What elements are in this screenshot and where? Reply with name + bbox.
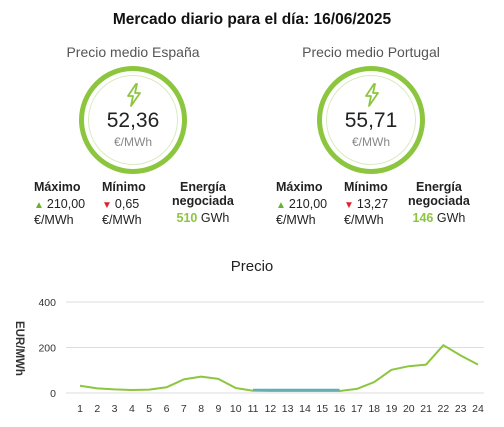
x-tick-label: 8	[198, 403, 204, 415]
portugal-min-value: 13,27	[356, 197, 389, 211]
chart-title: Precio	[230, 258, 274, 275]
x-tick-label: 23	[455, 403, 467, 415]
up-arrow-icon: ▲	[276, 200, 286, 211]
x-tick-label: 20	[403, 403, 415, 415]
x-tick-label: 24	[472, 403, 484, 415]
portugal-energy-stat: Energía negociada 146 GWh	[408, 180, 470, 225]
chart-gridlines	[66, 301, 484, 394]
x-tick-label: 7	[181, 403, 187, 415]
x-tick-label: 10	[230, 403, 242, 415]
portugal-energy-value: 146	[412, 211, 434, 225]
portugal-min-label: Mínimo	[344, 180, 388, 194]
x-tick-label: 17	[351, 403, 363, 415]
portugal-max-stat: Máximo ▲ 210,00 €/MWh	[276, 180, 327, 227]
chart-series	[79, 344, 479, 392]
portugal-panel: Precio medio Portugal 55,71 €/MWh Máximo…	[256, 44, 486, 248]
up-arrow-icon: ▲	[34, 200, 44, 211]
x-tick-label: 13	[282, 403, 294, 415]
spain-min-unit: €/MWh	[102, 213, 142, 227]
page-title: Mercado diario para el día: 16/06/2025	[112, 11, 392, 28]
spain-energy-label-2: negociada	[172, 194, 234, 208]
x-tick-label: 2	[94, 403, 100, 415]
portugal-max-unit: €/MWh	[276, 213, 316, 227]
portugal-energy-unit: GWh	[436, 211, 466, 225]
portugal-max-value: 210,00	[288, 197, 328, 211]
chart-y-axis-label: EUR/MWh	[13, 320, 25, 376]
portugal-energy-label-2: negociada	[408, 194, 470, 208]
chart-y-ticks: 0 200 400	[38, 297, 56, 400]
spain-max-label: Máximo	[34, 180, 81, 194]
y-tick-label: 400	[38, 297, 56, 309]
x-tick-label: 22	[438, 403, 450, 415]
x-tick-label: 1	[77, 403, 83, 415]
portugal-min-stat: Mínimo ▼ 13,27 €/MWh	[344, 180, 388, 227]
spain-panel-title: Precio medio España	[66, 44, 200, 60]
spain-energy-stat: Energía negociada 510 GWh	[172, 180, 234, 225]
x-tick-label: 18	[368, 403, 380, 415]
x-tick-label: 21	[420, 403, 432, 415]
spain-price-gauge: 52,36 €/MWh	[79, 66, 187, 174]
portugal-energy-label: Energía	[415, 180, 462, 194]
spain-panel: Precio medio España 52,36 €/MWh Máximo ▲…	[18, 44, 248, 248]
portugal-max-label: Máximo	[276, 180, 323, 194]
portugal-stats: Máximo ▲ 210,00 €/MWh Mínimo ▼ 13,27 €/MWh…	[256, 178, 486, 248]
portugal-price-unit: €/MWh	[351, 135, 390, 149]
x-tick-label: 9	[216, 403, 222, 415]
portugal-average-price: 55,71	[344, 109, 398, 132]
spain-energy-label: Energía	[179, 180, 226, 194]
spain-average-price: 52,36	[106, 109, 160, 132]
portugal-panel-title: Precio medio Portugal	[302, 44, 440, 60]
series-line-1	[79, 344, 479, 392]
spain-stats: Máximo ▲ 210,00 €/MWh Mínimo ▼ 0,65 €/MWh …	[18, 178, 248, 248]
spain-min-value: 0,65	[114, 197, 140, 211]
spain-max-value: 210,00	[46, 197, 86, 211]
spain-energy-unit: GWh	[200, 211, 230, 225]
chart-x-ticks: 1 2 3 4 5 6 7 8 9 10 11 12 13 14 15 16 17 18 19 20 21 22 23 24	[77, 403, 484, 415]
spain-min-label: Mínimo	[102, 180, 146, 194]
y-tick-label: 0	[50, 388, 56, 400]
spain-max-unit: €/MWh	[34, 213, 74, 227]
spain-min-stat: Mínimo ▼ 0,65 €/MWh	[102, 180, 146, 227]
portugal-gauge-ring	[326, 75, 416, 165]
lightning-bolt-icon	[127, 83, 141, 107]
x-tick-label: 14	[299, 403, 311, 415]
spain-energy-value: 510	[176, 211, 198, 225]
down-arrow-icon: ▼	[344, 200, 354, 211]
x-tick-label: 11	[248, 403, 259, 415]
portugal-price-gauge: 55,71 €/MWh	[317, 66, 425, 174]
down-arrow-icon: ▼	[102, 200, 112, 211]
x-tick-label: 4	[129, 403, 135, 415]
x-tick-label: 6	[164, 403, 170, 415]
y-tick-label: 200	[38, 343, 56, 355]
x-tick-label: 15	[316, 403, 328, 415]
lightning-bolt-icon	[365, 83, 379, 107]
spain-max-stat: Máximo ▲ 210,00 €/MWh	[34, 180, 85, 227]
x-tick-label: 16	[334, 403, 346, 415]
spain-gauge-ring	[88, 75, 178, 165]
x-tick-label: 3	[112, 403, 118, 415]
spain-price-unit: €/MWh	[113, 135, 152, 149]
x-tick-label: 19	[386, 403, 398, 415]
x-tick-label: 12	[265, 403, 277, 415]
x-tick-label: 5	[146, 403, 152, 415]
portugal-min-unit: €/MWh	[344, 213, 384, 227]
